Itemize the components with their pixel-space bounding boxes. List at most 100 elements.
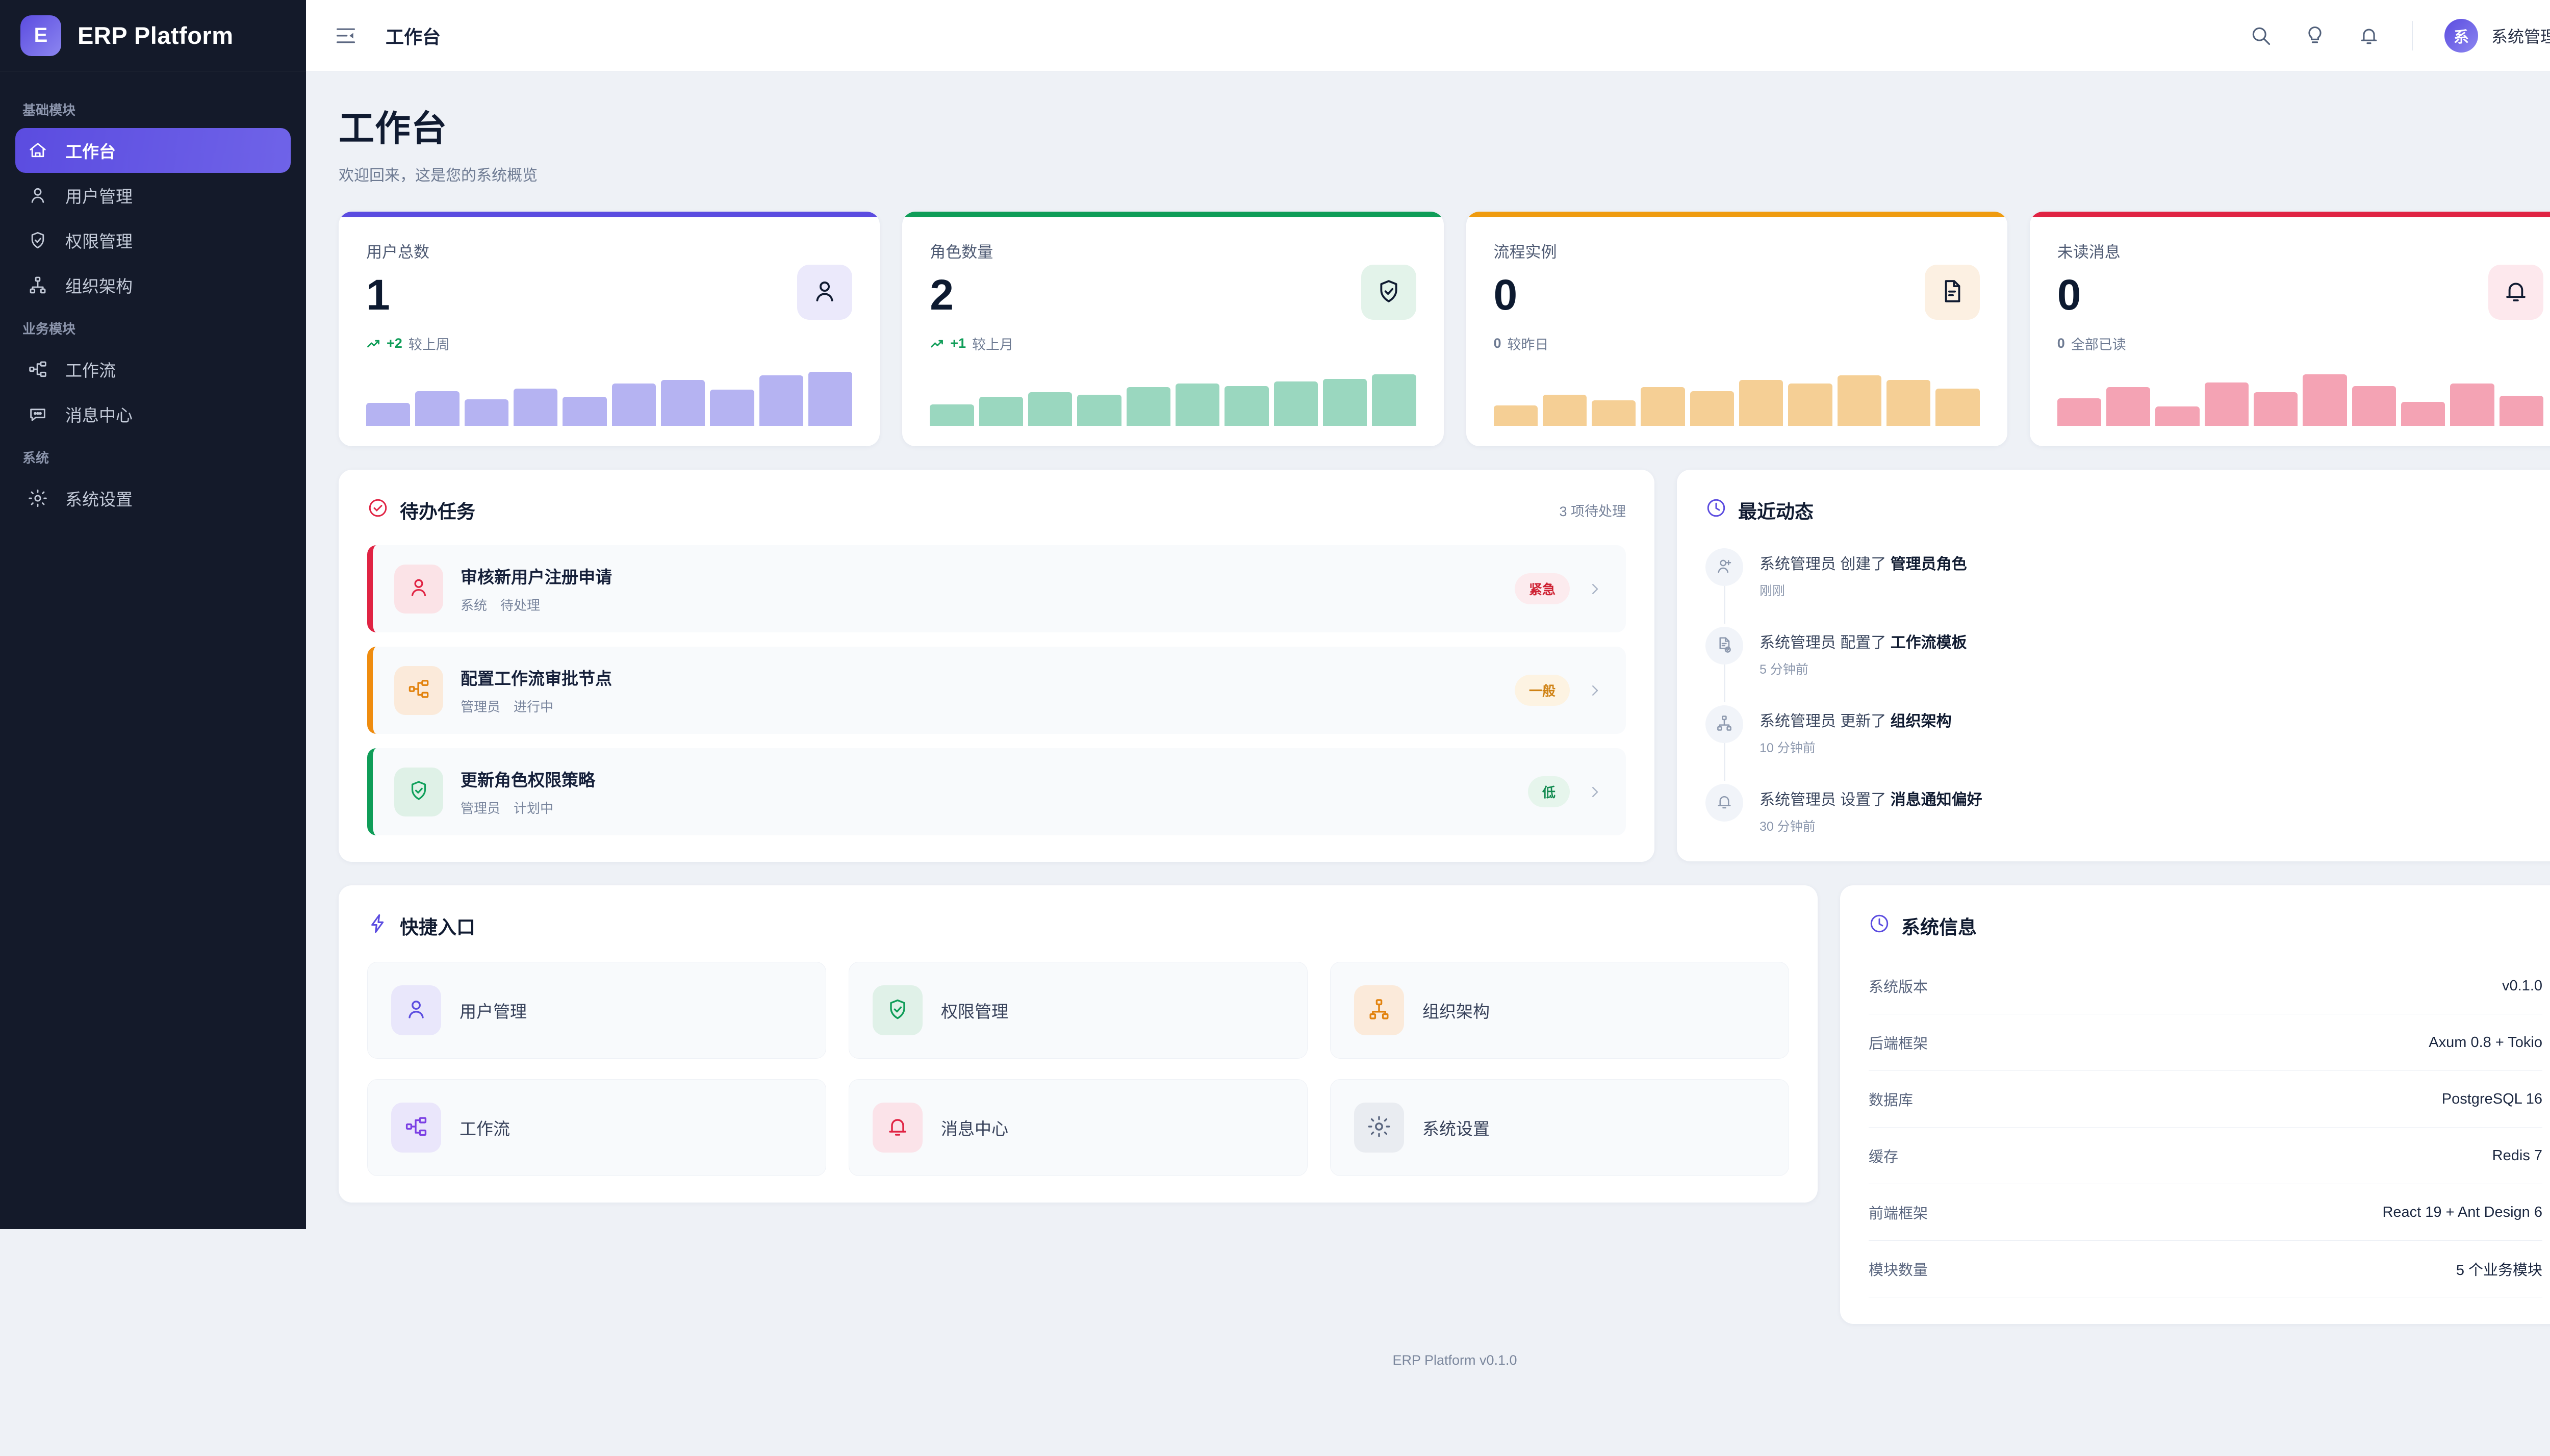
sidebar-item-11[interactable]: 消息中心 [15, 392, 291, 437]
sidebar-nav: 基础模块 工作台 用户管理 权限管理 组织架构 业务模块 工作流 消息中心 系统 系统设置 [0, 71, 306, 521]
chevron-right-icon[interactable] [1587, 683, 1602, 698]
user-icon [811, 277, 838, 308]
shield-check-icon [885, 997, 910, 1024]
sysinfo-row: 前端框架 React 19 + Ant Design 6 [1869, 1184, 2542, 1241]
sysinfo-value: Axum 0.8 + Tokio [2429, 1034, 2542, 1051]
stat-card[interactable]: 未读消息 0 0 全部已读 [2029, 212, 2550, 446]
sidebar-item-1[interactable]: 用户管理 [15, 173, 291, 218]
bulb-icon[interactable] [2304, 24, 2326, 47]
quick-entry[interactable]: 组织架构 [1330, 962, 1789, 1059]
spark-bar [1175, 384, 1220, 426]
bell-icon[interactable] [2358, 24, 2380, 47]
activity-actor: 系统管理员 [1760, 791, 1836, 808]
task-list: 审核新用户注册申请 系统 待处理 紧急 配置工作流审批节点 管理员 进行中 一般 更新角色权限策… [367, 545, 1626, 835]
quick-title: 快捷入口 [400, 917, 475, 938]
user-add-icon [1715, 557, 1733, 578]
user-icon [404, 997, 428, 1024]
user-menu[interactable]: 系 系统管理员 [2444, 18, 2550, 53]
stat-compare: 全部已读 [2071, 337, 2126, 352]
spark-bar [1739, 380, 1783, 426]
topbar: 工作台 [306, 0, 2550, 71]
stat-cards: 用户总数 1 +2 较上周 角色数量 2 +1 较上月 流程实例 0 0 较昨日 未读消息 0 0 全部已读 [339, 212, 2550, 446]
priority-badge: 低 [1527, 776, 1570, 807]
bolt-icon [367, 913, 389, 939]
quick-entry[interactable]: 系统设置 [1330, 1079, 1789, 1176]
spark-bar [2499, 396, 2544, 426]
stat-value: 0 [2057, 271, 2081, 319]
stat-compare: 较昨日 [1507, 337, 1549, 352]
chevron-right-icon[interactable] [1587, 784, 1602, 800]
activity-time: 10 分钟前 [1760, 741, 1816, 755]
menu-fold-icon[interactable] [335, 24, 357, 47]
sysinfo-title-wrap: 系统信息 [1869, 912, 1977, 939]
bell-icon [885, 1114, 910, 1141]
quick-sysinfo-row: 快捷入口 用户管理 权限管理 组织架构工作流 消息中心 系统设置 [339, 885, 2550, 1324]
task-right: 紧急 [1514, 573, 1602, 604]
quick-grid: 用户管理 权限管理 组织架构工作流 消息中心 系统设置 [367, 962, 1789, 1176]
trend-up-icon [930, 337, 944, 351]
stat-label: 未读消息 [2057, 243, 2121, 261]
task-body: 更新角色权限策略 管理员 计划中 [461, 767, 595, 817]
workflow-icon [407, 677, 430, 703]
spark-bar [2204, 382, 2249, 426]
workflow-icon [404, 1114, 428, 1141]
quick-entry-icon [391, 1103, 441, 1153]
task-item[interactable]: 更新角色权限策略 管理员 计划中 低 [367, 748, 1626, 835]
sysinfo-key: 后端框架 [1869, 1036, 1928, 1052]
activity-title-wrap: 最近动态 [1705, 496, 1814, 524]
task-item[interactable]: 审核新用户注册申请 系统 待处理 紧急 [367, 545, 1626, 632]
sysinfo-panel: 系统信息 系统版本 v0.1.0 后端框架 Axum 0.8 + Tokio 数据库 Po… [1840, 885, 2550, 1324]
chevron-right-icon[interactable] [1587, 581, 1602, 597]
stat-delta: +2 [387, 336, 402, 351]
sidebar-item-2[interactable]: 权限管理 [15, 218, 291, 263]
task-item[interactable]: 配置工作流审批节点 管理员 进行中 一般 [367, 647, 1626, 734]
quick-entry[interactable]: 权限管理 [849, 962, 1308, 1059]
sysinfo-value: v0.1.0 [2502, 977, 2542, 994]
task-meta: 系统 待处理 [461, 595, 612, 614]
quick-entry[interactable]: 用户管理 [367, 962, 826, 1059]
sidebar-item-label: 工作台 [65, 142, 116, 161]
stat-trend: +2 较上周 [366, 334, 852, 353]
stat-compare: 较上月 [972, 337, 1014, 352]
task-icon [394, 666, 443, 715]
sidebar-item-0[interactable]: 工作台 [15, 128, 291, 173]
brand-logo[interactable]: E ERP Platform [0, 0, 306, 71]
doc-check-icon [1715, 635, 1733, 656]
topbar-left: 工作台 [335, 22, 441, 49]
stat-label: 角色数量 [930, 243, 993, 261]
footer: ERP Platform v0.1.0 [1392, 1352, 1517, 1368]
stat-trend: 0 全部已读 [2057, 334, 2543, 353]
sidebar-group-title: 基础模块 [22, 103, 76, 118]
quick-entry-icon [873, 1103, 923, 1153]
activity-time: 刚刚 [1760, 584, 1786, 598]
search-icon[interactable] [2250, 24, 2272, 47]
spark-bar [563, 397, 607, 426]
quick-entry[interactable]: 工作流 [367, 1079, 826, 1176]
priority-badge: 一般 [1514, 675, 1570, 706]
sysinfo-row: 缓存 Redis 7 [1869, 1128, 2542, 1184]
breadcrumb[interactable]: 工作台 [386, 26, 441, 47]
stat-label: 流程实例 [1493, 243, 1557, 261]
activity-target: 工作流模板 [1890, 634, 1967, 651]
sidebar-item-10[interactable]: 工作流 [15, 347, 291, 392]
task-icon [394, 767, 443, 816]
activity-item: 系统管理员 创建了 管理员角色 刚刚 [1705, 548, 2542, 627]
brand-name: ERP Platform [78, 22, 234, 49]
sidebar-item-20[interactable]: 系统设置 [15, 476, 291, 521]
stat-card[interactable]: 流程实例 0 0 较昨日 [1466, 212, 2007, 446]
stat-value: 1 [366, 271, 390, 319]
activity-timeline: 系统管理员 创建了 管理员角色 刚刚 系统管理员 配置了 工作流模板 5 分钟前 系统管… [1705, 548, 2542, 835]
gear-icon [28, 488, 48, 508]
quick-entry[interactable]: 消息中心 [849, 1079, 1308, 1176]
activity-panel: 最近动态 系统管理员 创建了 管理员角色 刚刚 系统管理员 配置了 工作流模板 5 分… [1677, 470, 2550, 861]
check-circle-icon [367, 497, 389, 523]
activity-target: 消息通知偏好 [1890, 791, 1982, 808]
todo-count: 3 项待处理 [1559, 503, 1626, 519]
sidebar-item-3[interactable]: 组织架构 [15, 263, 291, 308]
stat-card[interactable]: 角色数量 2 +1 较上月 [902, 212, 1444, 446]
quick-entry-icon [391, 985, 441, 1035]
sysinfo-key: 数据库 [1869, 1092, 1914, 1109]
sysinfo-value: 5 个业务模块 [2456, 1262, 2542, 1279]
user-name: 系统管理员 [2491, 27, 2550, 46]
stat-card[interactable]: 用户总数 1 +2 较上周 [339, 212, 880, 446]
